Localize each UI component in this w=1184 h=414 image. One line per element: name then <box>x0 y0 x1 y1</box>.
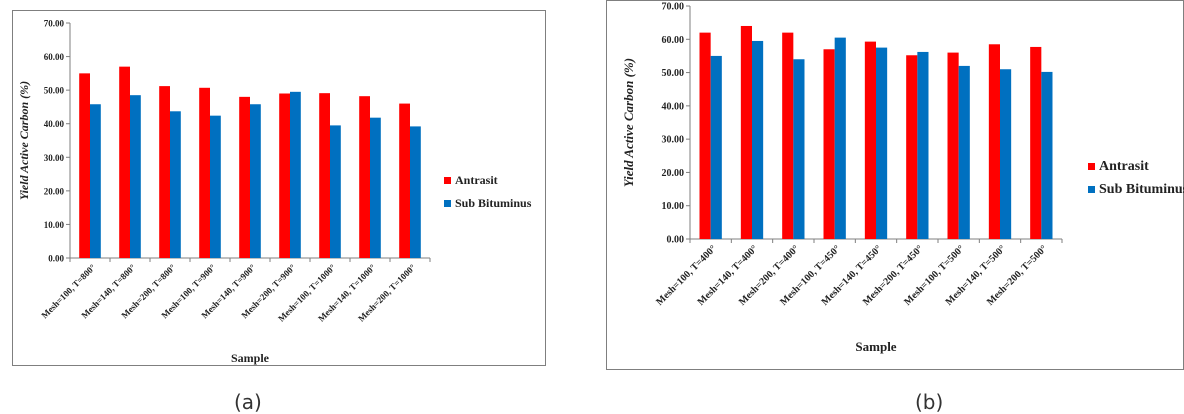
bar-sub-bituminus <box>876 47 888 239</box>
bar-antrasit <box>239 96 250 258</box>
bar-antrasit <box>947 52 959 239</box>
y-tick-label: 10.00 <box>44 220 65 230</box>
caption-b: (b) <box>915 390 944 414</box>
bar-sub-bituminus <box>793 59 805 239</box>
y-tick-label: 20.00 <box>44 186 65 196</box>
x-axis-title: Sample <box>855 339 896 354</box>
bar-sub-bituminus <box>958 65 970 240</box>
caption-a: (a) <box>234 390 262 414</box>
bar-antrasit <box>906 55 918 240</box>
bar-antrasit <box>988 44 1000 240</box>
bar-sub-bituminus <box>330 125 341 259</box>
bar-antrasit <box>319 93 330 259</box>
legend-label: Antrasit <box>455 173 498 187</box>
bar-antrasit <box>864 41 876 239</box>
y-tick-label: 70.00 <box>662 2 685 13</box>
y-axis-title: Yield Active Carbon (%) <box>621 58 636 187</box>
y-tick-label: 70.00 <box>44 19 65 29</box>
bar-antrasit <box>199 87 210 259</box>
bar-antrasit <box>823 49 835 240</box>
bar-sub-bituminus <box>370 117 381 259</box>
legend-swatch <box>1088 186 1095 193</box>
bar-sub-bituminus <box>752 40 764 240</box>
chart-frame <box>606 0 1184 370</box>
legend-swatch <box>444 177 451 184</box>
bar-sub-bituminus <box>1000 69 1012 239</box>
bar-chart-b: 0.0010.0020.0030.0040.0050.0060.0070.00M… <box>606 0 1184 370</box>
bar-sub-bituminus <box>1041 71 1053 239</box>
y-axis-title: Yield Active Carbon (%) <box>17 81 31 200</box>
y-tick-label: 0.00 <box>667 235 685 246</box>
y-tick-label: 60.00 <box>662 35 685 46</box>
chart-panel-b: 0.00 10.00 20.00 30.00 40.00 50.00 60.00 70.00 M… <box>606 0 1184 414</box>
bar-sub-bituminus <box>410 126 421 259</box>
y-tick-label: 10.00 <box>662 201 685 212</box>
legend-swatch <box>444 200 451 207</box>
legend-label: Antrasit <box>1099 159 1149 174</box>
legend-label: Sub Bituminus <box>1099 182 1184 197</box>
bar-sub-bituminus <box>170 111 181 259</box>
y-tick-label: 30.00 <box>44 153 65 163</box>
legend-swatch <box>1088 163 1095 170</box>
bar-antrasit <box>782 32 794 239</box>
bar-antrasit <box>740 25 752 239</box>
y-tick-label: 30.00 <box>662 135 685 146</box>
bar-sub-bituminus <box>834 37 846 239</box>
x-axis-title: Sample <box>231 351 270 365</box>
y-tick-label: 40.00 <box>44 119 65 129</box>
bar-antrasit <box>1030 46 1042 239</box>
y-tick-label: 50.00 <box>44 86 65 96</box>
legend-label: Sub Bituminus <box>455 196 532 210</box>
bar-sub-bituminus <box>290 91 301 258</box>
chart-panel-a: 0.00 10.00 20.00 30.00 40.00 50.00 60.00 70.00 M… <box>0 0 560 414</box>
bar-sub-bituminus <box>210 115 221 259</box>
y-tick-label: 40.00 <box>662 101 685 112</box>
bar-sub-bituminus <box>917 51 929 240</box>
y-tick-label: 50.00 <box>662 68 685 79</box>
bar-sub-bituminus <box>90 104 101 258</box>
y-tick-label: 0.00 <box>48 254 64 264</box>
bar-antrasit <box>279 93 290 258</box>
bar-antrasit <box>699 32 711 239</box>
bar-antrasit <box>159 86 170 258</box>
bar-antrasit <box>359 96 370 258</box>
chart-frame <box>12 10 546 366</box>
y-tick-label: 60.00 <box>44 52 65 62</box>
bar-antrasit <box>399 103 410 258</box>
bar-sub-bituminus <box>250 104 261 258</box>
bar-sub-bituminus <box>710 55 722 239</box>
y-tick-label: 20.00 <box>662 168 685 179</box>
bar-chart-a: 0.0010.0020.0030.0040.0050.0060.0070.00M… <box>12 10 546 366</box>
bar-sub-bituminus <box>130 95 141 258</box>
bar-antrasit <box>119 66 130 259</box>
bar-antrasit <box>79 73 90 258</box>
